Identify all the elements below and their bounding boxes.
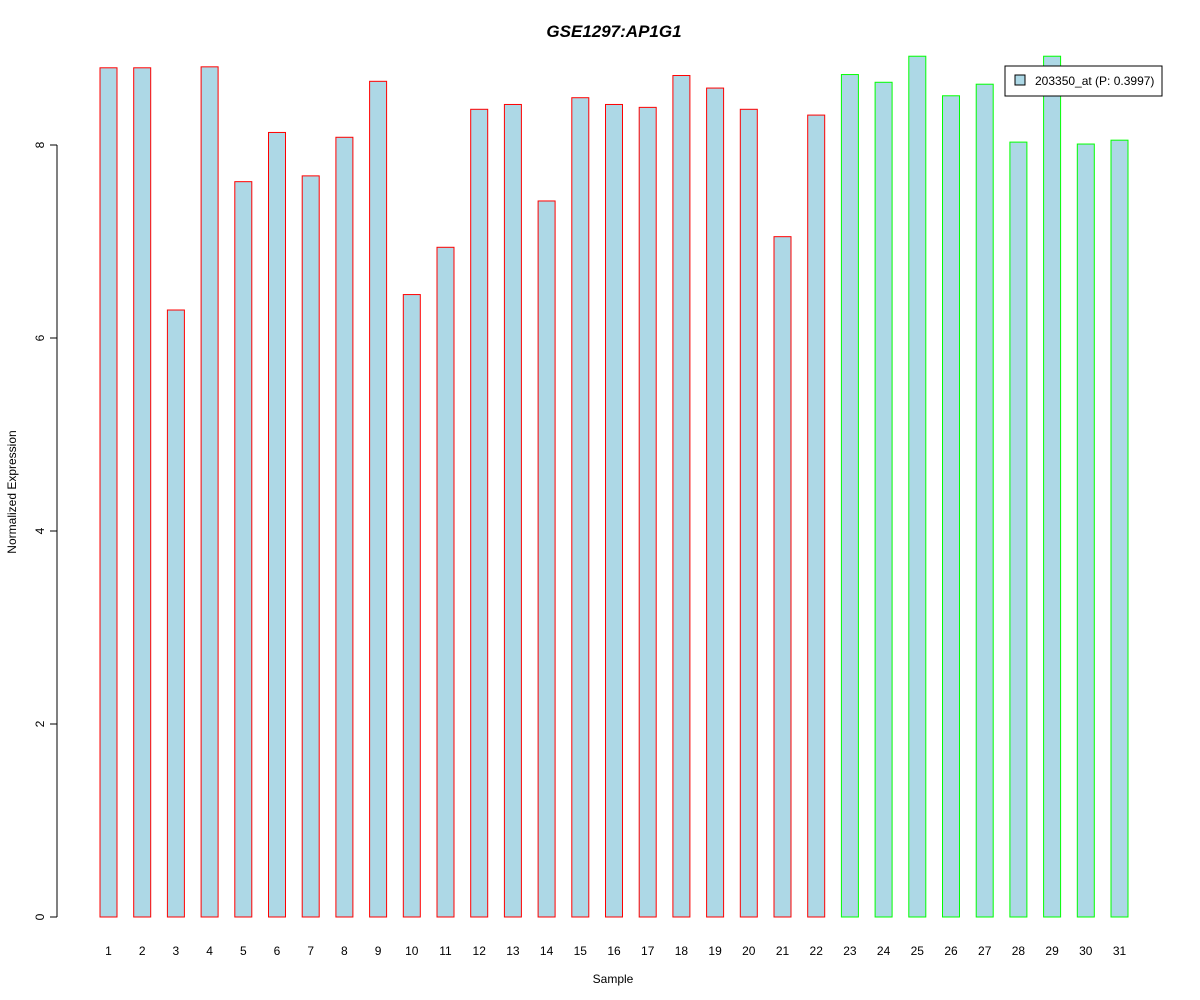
x-tick-label: 29 (1045, 944, 1059, 958)
chart-title: GSE1297:AP1G1 (546, 22, 681, 41)
x-tick-label: 27 (978, 944, 992, 958)
y-tick-label: 2 (33, 720, 47, 727)
bar (234, 181, 253, 918)
x-axis-labels: 1 2 3 4 5 6 7 8 9 10 11 12 13 14 15 16 17 18 19 20 21 22 23 24 2… (105, 944, 1126, 958)
bar (301, 175, 320, 918)
x-tick-label: 8 (341, 944, 348, 958)
x-tick-label: 17 (641, 944, 655, 958)
bar (537, 200, 556, 918)
bar (706, 87, 725, 918)
bar (402, 294, 421, 918)
y-tick-label: 6 (33, 334, 47, 341)
y-tick-label: 4 (33, 527, 47, 534)
legend-box (1004, 65, 1163, 97)
x-tick-label: 31 (1113, 944, 1127, 958)
x-tick-label: 12 (473, 944, 487, 958)
bar (571, 97, 590, 918)
x-tick-label: 24 (877, 944, 891, 958)
bar (166, 309, 185, 918)
x-tick-label: 11 (439, 944, 452, 958)
bar (874, 81, 893, 918)
x-tick-label: 20 (742, 944, 756, 958)
y-axis-title: Normalized Expression (5, 430, 19, 553)
x-tick-label: 15 (574, 944, 588, 958)
bar (200, 66, 219, 918)
bar (436, 246, 455, 918)
legend-swatch (1014, 74, 1026, 86)
bar (1076, 143, 1095, 918)
bar (133, 67, 152, 918)
x-tick-label: 13 (506, 944, 520, 958)
x-tick-label: 14 (540, 944, 554, 958)
x-tick-label: 25 (911, 944, 925, 958)
bar (1009, 141, 1028, 918)
y-tick-label: 0 (33, 913, 47, 920)
x-tick-label: 16 (607, 944, 621, 958)
x-tick-label: 5 (240, 944, 247, 958)
bars (99, 55, 1129, 918)
bar (1043, 55, 1062, 918)
bar (605, 103, 623, 918)
bar (335, 136, 354, 918)
y-tick-label: 8 (33, 141, 47, 148)
bar (975, 83, 994, 918)
bar (908, 55, 927, 918)
bar (503, 103, 522, 918)
legend-entry: 203350_at (P: 0.3997) (1035, 74, 1154, 88)
bar (470, 108, 489, 918)
x-tick-label: 9 (375, 944, 382, 958)
bar (739, 108, 758, 918)
x-tick-label: 30 (1079, 944, 1093, 958)
bar (773, 236, 792, 918)
x-tick-label: 3 (173, 944, 180, 958)
x-tick-label: 28 (1012, 944, 1026, 958)
bar (1110, 139, 1129, 918)
bar (638, 106, 657, 918)
bar (268, 131, 286, 918)
bar (672, 75, 691, 918)
bar (99, 67, 118, 918)
x-tick-label: 19 (708, 944, 722, 958)
x-tick-label: 18 (675, 944, 689, 958)
x-tick-label: 6 (274, 944, 281, 958)
legend: 203350_at (P: 0.3997) (1004, 65, 1163, 97)
bar (942, 95, 960, 918)
bar (840, 74, 859, 918)
y-axis: 0 2 4 6 8 (33, 141, 58, 920)
x-tick-label: 1 (105, 944, 112, 958)
x-tick-label: 21 (776, 944, 790, 958)
bar (369, 80, 388, 918)
x-tick-label: 2 (139, 944, 146, 958)
x-tick-label: 22 (810, 944, 824, 958)
x-tick-label: 4 (206, 944, 213, 958)
x-tick-label: 26 (944, 944, 958, 958)
x-tick-label: 23 (843, 944, 857, 958)
x-axis-title: Sample (593, 972, 634, 986)
x-tick-label: 10 (405, 944, 419, 958)
bar (807, 114, 826, 918)
x-tick-label: 7 (307, 944, 314, 958)
